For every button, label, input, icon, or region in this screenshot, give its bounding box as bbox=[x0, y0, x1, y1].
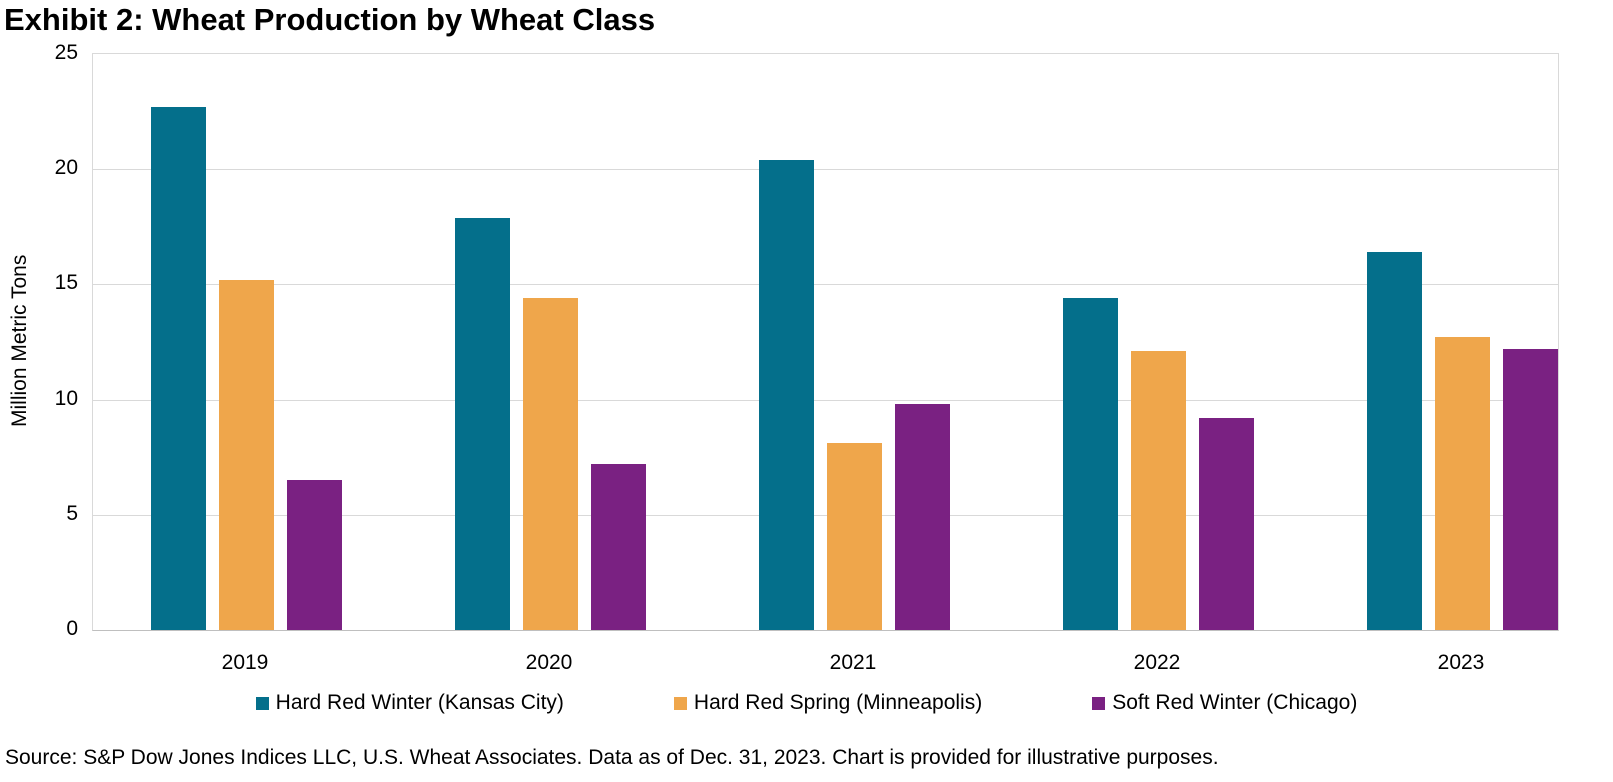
bar-group-2023 bbox=[1366, 54, 1558, 630]
bar-2022-series-2 bbox=[1198, 418, 1254, 630]
x-axis-label-2019: 2019 bbox=[221, 651, 269, 674]
bar-2023-series-1 bbox=[1434, 337, 1490, 630]
plot-area bbox=[92, 53, 1559, 631]
gridline bbox=[93, 399, 1558, 401]
bar-group-2021 bbox=[758, 54, 950, 630]
x-axis-labels: 2019 2020 2021 2022 2023 bbox=[92, 651, 1557, 679]
x-axis-label-2022: 2022 bbox=[1133, 651, 1181, 674]
legend-label: Soft Red Winter (Chicago) bbox=[1112, 691, 1358, 714]
bar-2020-series-2 bbox=[590, 464, 646, 630]
gridline bbox=[93, 169, 1558, 171]
chart-title: Exhibit 2: Wheat Production by Wheat Cla… bbox=[4, 2, 656, 37]
bar-2019-series-1 bbox=[218, 279, 274, 630]
y-tick-label: 15 bbox=[54, 271, 78, 295]
bar-group-2019 bbox=[150, 54, 342, 630]
bar-2023-series-0 bbox=[1366, 252, 1422, 630]
legend-label: Hard Red Spring (Minneapolis) bbox=[693, 691, 983, 714]
bar-2020-series-0 bbox=[454, 217, 510, 630]
legend-color-swatch-icon bbox=[255, 696, 269, 710]
bar-2023-series-2 bbox=[1502, 348, 1558, 630]
legend-color-swatch-icon bbox=[673, 696, 687, 710]
bar-2021-series-1 bbox=[826, 443, 882, 630]
bar-2022-series-0 bbox=[1062, 298, 1118, 630]
legend-item: Hard Red Winter (Kansas City) bbox=[255, 691, 564, 715]
x-axis-label-2023: 2023 bbox=[1437, 651, 1485, 674]
bar-2021-series-2 bbox=[894, 404, 950, 630]
bar-group-2022 bbox=[1062, 54, 1254, 630]
legend: Hard Red Winter (Kansas City) Hard Red Sp… bbox=[0, 691, 1613, 715]
gridline bbox=[93, 284, 1558, 286]
legend-label: Hard Red Winter (Kansas City) bbox=[275, 691, 564, 714]
bar-2022-series-1 bbox=[1130, 351, 1186, 630]
legend-item: Hard Red Spring (Minneapolis) bbox=[673, 691, 983, 715]
source-note: Source: S&P Dow Jones Indices LLC, U.S. … bbox=[5, 746, 1219, 769]
bar-2019-series-0 bbox=[150, 107, 206, 630]
legend-color-swatch-icon bbox=[1092, 696, 1106, 710]
y-tick-label: 20 bbox=[54, 156, 78, 180]
bar-group-2020 bbox=[454, 54, 646, 630]
y-tick-label: 0 bbox=[66, 617, 78, 640]
gridline bbox=[93, 514, 1558, 516]
y-tick-label: 5 bbox=[66, 501, 78, 525]
y-axis-tick-labels: 0 5 10 15 20 25 bbox=[0, 41, 78, 640]
y-tick-label: 25 bbox=[54, 41, 78, 64]
bar-2019-series-2 bbox=[286, 480, 342, 630]
x-axis-label-2020: 2020 bbox=[525, 651, 573, 674]
y-tick-label: 10 bbox=[54, 386, 78, 410]
bar-2021-series-0 bbox=[758, 159, 814, 630]
x-axis-label-2021: 2021 bbox=[829, 651, 877, 674]
legend-item: Soft Red Winter (Chicago) bbox=[1092, 691, 1357, 715]
bar-2020-series-1 bbox=[522, 298, 578, 630]
